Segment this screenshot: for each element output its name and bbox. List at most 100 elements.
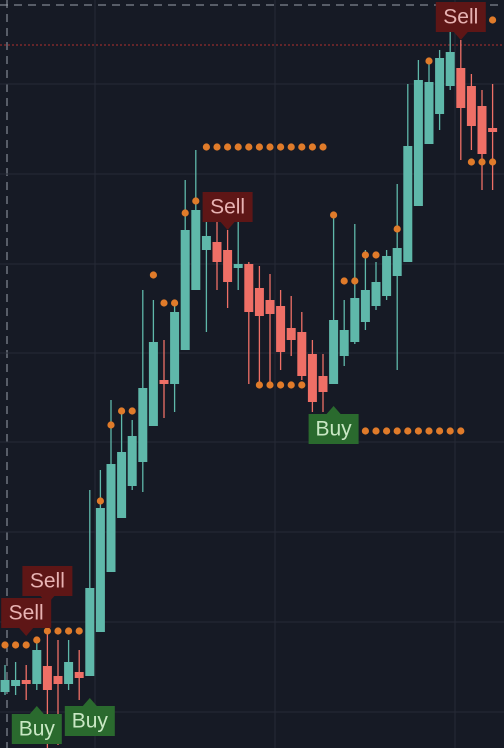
candle-body bbox=[191, 210, 201, 290]
candle-body bbox=[21, 680, 31, 684]
signal-label: Sell bbox=[9, 602, 44, 625]
candle-body bbox=[286, 328, 296, 340]
level-dot bbox=[340, 277, 348, 285]
level-dot bbox=[277, 143, 285, 151]
level-dot bbox=[245, 143, 253, 151]
level-dot bbox=[171, 299, 179, 307]
signal-box bbox=[22, 566, 73, 596]
candle-body bbox=[138, 388, 148, 462]
candle-body bbox=[85, 588, 95, 676]
level-dot bbox=[351, 277, 359, 285]
level-dot bbox=[12, 641, 20, 649]
candle-body bbox=[64, 662, 74, 684]
signal-label: Sell bbox=[30, 570, 65, 593]
level-dot bbox=[22, 641, 30, 649]
level-dot bbox=[287, 143, 295, 151]
level-dot bbox=[414, 427, 422, 435]
candle-body bbox=[424, 82, 434, 144]
candle-body bbox=[223, 250, 233, 282]
level-dot bbox=[308, 143, 316, 151]
level-dot bbox=[255, 381, 263, 389]
candle-body bbox=[392, 248, 402, 276]
level-dot bbox=[277, 381, 285, 389]
level-dot bbox=[489, 16, 497, 24]
level-dot bbox=[266, 143, 274, 151]
level-dot bbox=[425, 57, 433, 65]
level-dot bbox=[319, 143, 327, 151]
signal-pointer bbox=[453, 32, 468, 40]
candle-body bbox=[265, 300, 275, 314]
signal-label: Sell bbox=[210, 196, 245, 219]
level-dot bbox=[118, 407, 126, 415]
level-dot bbox=[54, 627, 62, 635]
candle-body bbox=[435, 58, 445, 114]
level-dot bbox=[287, 381, 295, 389]
level-dot bbox=[457, 427, 465, 435]
signal-pointer bbox=[82, 698, 97, 706]
level-dot bbox=[383, 427, 391, 435]
level-dot bbox=[255, 143, 263, 151]
level-dot bbox=[192, 197, 200, 205]
level-dot bbox=[372, 251, 380, 259]
signal-label: Buy bbox=[72, 710, 109, 733]
level-dot bbox=[393, 427, 401, 435]
signal-box bbox=[435, 2, 486, 32]
candle-body bbox=[233, 264, 243, 268]
candle-body bbox=[360, 290, 370, 322]
signal-box bbox=[308, 414, 359, 444]
level-dot bbox=[107, 421, 115, 429]
level-dot bbox=[128, 407, 136, 415]
level-dot bbox=[65, 627, 73, 635]
level-dot bbox=[43, 627, 52, 635]
level-dot bbox=[224, 143, 232, 151]
level-dot bbox=[266, 381, 274, 389]
signal-box bbox=[1, 598, 52, 628]
signal-box bbox=[11, 714, 62, 744]
candle-body bbox=[32, 650, 42, 684]
candle-body bbox=[212, 242, 222, 262]
candle-body bbox=[456, 68, 466, 108]
candle-body bbox=[445, 52, 455, 86]
candle-body bbox=[117, 452, 127, 518]
level-dot bbox=[361, 427, 369, 435]
level-dot bbox=[75, 627, 83, 635]
candle-body bbox=[180, 230, 190, 350]
candle-body bbox=[371, 282, 381, 306]
candle-body bbox=[170, 312, 180, 384]
signal-label: Buy bbox=[316, 418, 353, 441]
candle-body bbox=[403, 146, 413, 262]
signal-label: Sell bbox=[443, 6, 478, 29]
level-dot bbox=[234, 143, 242, 151]
level-dot bbox=[446, 427, 454, 435]
level-dot bbox=[298, 143, 306, 151]
level-dot bbox=[404, 427, 412, 435]
candle-body bbox=[159, 380, 169, 384]
level-dot bbox=[202, 143, 210, 151]
candle-body bbox=[329, 320, 339, 384]
candle-body bbox=[74, 672, 84, 678]
candle-body bbox=[466, 86, 476, 126]
candle-body bbox=[276, 306, 286, 352]
candle-body bbox=[382, 256, 392, 296]
candle-body bbox=[0, 680, 10, 692]
candle-body bbox=[339, 330, 349, 356]
level-dot bbox=[213, 143, 221, 151]
candle-body bbox=[127, 436, 137, 486]
candle-body bbox=[413, 80, 423, 206]
candle-body bbox=[148, 342, 158, 426]
level-dot bbox=[425, 427, 433, 435]
candle-body bbox=[95, 508, 105, 632]
level-dot bbox=[160, 299, 168, 307]
level-dot bbox=[478, 158, 486, 166]
level-dot bbox=[96, 497, 104, 505]
signal-pointer bbox=[19, 628, 34, 636]
candle-body bbox=[254, 288, 264, 316]
level-dot bbox=[489, 158, 497, 166]
level-dot bbox=[298, 381, 306, 389]
level-dot bbox=[467, 158, 475, 166]
signal-box bbox=[64, 706, 115, 736]
level-dot bbox=[149, 271, 157, 279]
candle-body bbox=[307, 354, 317, 402]
signal-label: Buy bbox=[19, 718, 56, 741]
